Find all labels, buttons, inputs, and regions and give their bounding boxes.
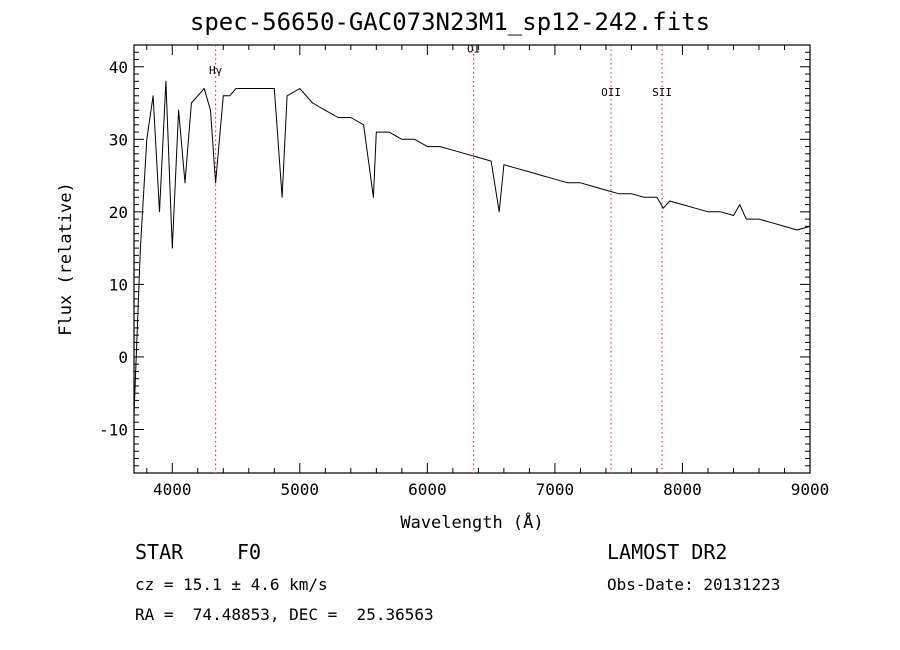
object-subclass: F0: [237, 540, 262, 564]
survey-name: LAMOST DR2: [607, 540, 728, 564]
x-tick-label: 8000: [663, 480, 702, 499]
plot-frame: [133, 44, 811, 474]
y-tick-label: 0: [118, 348, 128, 367]
axis-ticks: 4000 5000 6000 7000 8000 9000 -10 0 10 20 30 40: [99, 45, 829, 499]
spectral-line-label: Hγ: [209, 64, 223, 77]
y-tick-label: 10: [109, 275, 128, 294]
x-axis-label: Wavelength (Å): [400, 511, 543, 533]
spectral-line-label: OI: [467, 42, 480, 55]
spectral-line-label: OII: [601, 86, 621, 99]
x-tick-label: 9000: [791, 480, 830, 499]
x-tick-label: 4000: [153, 480, 192, 499]
y-tick-label: 40: [109, 58, 128, 77]
x-tick-label: 6000: [408, 480, 447, 499]
y-tick-label: 20: [109, 203, 128, 222]
chart-title: spec-56650-GAC073N23M1_sp12-242.fits: [189, 8, 711, 36]
y-tick-label: 30: [109, 130, 128, 149]
y-tick-label: -10: [99, 420, 128, 439]
ra-dec-coordinates: RA = 74.48853, DEC = 25.36563: [135, 605, 434, 624]
spectral-line-label: SII: [652, 86, 672, 99]
spectrum-line: [133, 80, 811, 416]
y-axis-label: Flux (relative): [56, 182, 76, 336]
spectrum-series: [133, 80, 811, 416]
line-markers: Hγ OI OII SII: [209, 42, 672, 473]
observation-date: Obs-Date: 20131223: [607, 575, 781, 594]
redshift-velocity: cz = 15.1 ± 4.6 km/s: [135, 575, 328, 594]
x-tick-label: 7000: [536, 480, 575, 499]
x-tick-label: 5000: [281, 480, 320, 499]
object-class: STAR: [135, 540, 184, 564]
